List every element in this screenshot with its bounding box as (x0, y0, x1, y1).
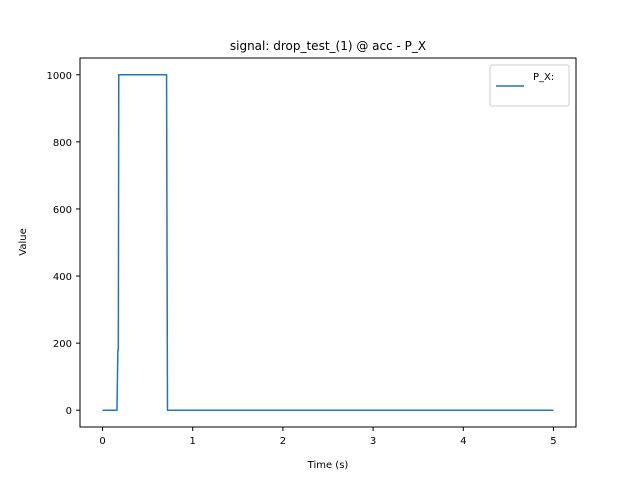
x-tick-label: 4 (460, 436, 466, 447)
y-tick-label: 0 (66, 406, 72, 417)
x-tick-label: 5 (550, 436, 556, 447)
x-tick-label: 2 (280, 436, 286, 447)
y-tick-label: 1000 (47, 71, 72, 82)
legend-box (489, 64, 570, 107)
legend: P_X: (489, 64, 570, 107)
y-axis: 0 200 400 600 800 1000 (47, 71, 80, 417)
y-tick-label: 200 (53, 339, 72, 350)
y-axis-label: Value (18, 228, 29, 255)
chart-title: signal: drop_test_(1) @ acc - P_X (230, 39, 426, 53)
axes-frame (79, 57, 577, 428)
plot-area (102, 74, 554, 411)
x-axis-label: Time (s) (307, 460, 349, 471)
series-line-p-x (102, 74, 554, 411)
y-tick-label: 600 (53, 205, 72, 216)
x-tick-label: 0 (99, 436, 105, 447)
x-axis: 0 1 2 3 4 5 (99, 427, 557, 447)
y-tick-label: 400 (53, 272, 72, 283)
x-tick-label: 3 (370, 436, 376, 447)
y-tick-label: 800 (53, 138, 72, 149)
legend-label-p-x: P_X: (533, 72, 554, 83)
x-tick-label: 1 (190, 436, 196, 447)
